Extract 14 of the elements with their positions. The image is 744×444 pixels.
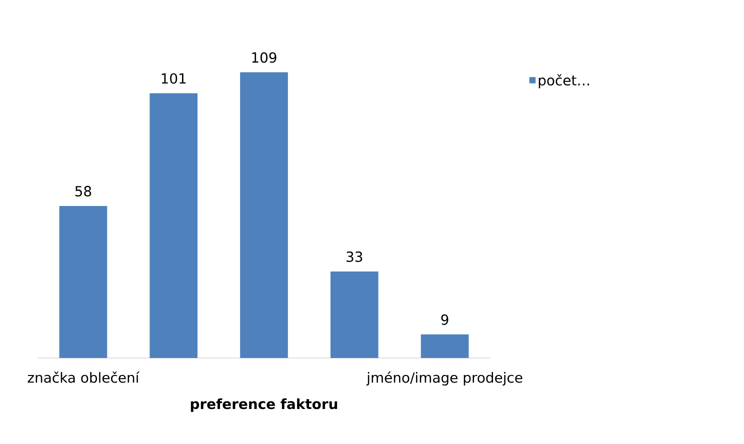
bar bbox=[59, 206, 108, 358]
x-axis-title: preference faktoru bbox=[190, 398, 338, 412]
bar bbox=[330, 271, 378, 358]
bar bbox=[240, 72, 288, 358]
bar bbox=[150, 93, 198, 358]
data-label: 101 bbox=[162, 73, 186, 84]
data-label: 109 bbox=[252, 52, 276, 63]
data-label: 58 bbox=[75, 186, 92, 196]
data-label: 9 bbox=[441, 314, 448, 325]
x-tick-label: jméno/image prodejce bbox=[366, 371, 522, 386]
bar bbox=[420, 334, 469, 358]
data-label: 33 bbox=[346, 251, 362, 262]
x-tick-label: značka oblečení bbox=[28, 371, 140, 383]
legend-label: počet… bbox=[538, 74, 590, 88]
